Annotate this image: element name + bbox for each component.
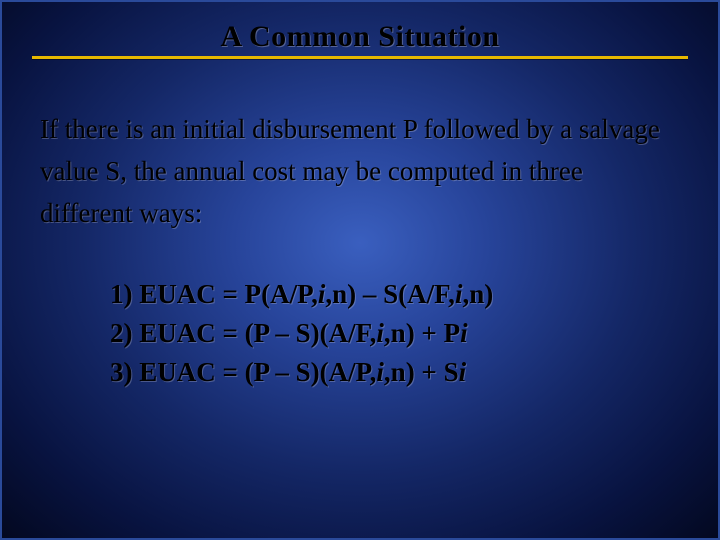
content-area: If there is an initial disbursement P fo… bbox=[32, 109, 688, 392]
formula-i: i bbox=[376, 357, 384, 387]
formula-lhs: EUAC = P(A/P, bbox=[139, 279, 318, 309]
formula-num: 3) bbox=[110, 357, 133, 387]
formula-2: 2) EUAC = (P – S)(A/F,i,n) + Pi bbox=[110, 314, 680, 353]
formula-i: i bbox=[459, 357, 467, 387]
slide-title: A Common Situation bbox=[220, 20, 499, 54]
formula-end: ,n) bbox=[462, 279, 493, 309]
formula-lhs: EUAC = (P – S)(A/P, bbox=[139, 357, 376, 387]
formula-mid: ,n) + S bbox=[384, 357, 459, 387]
formula-list: 1) EUAC = P(A/P,i,n) – S(A/F,i,n) 2) EUA… bbox=[40, 275, 680, 392]
formula-1: 1) EUAC = P(A/P,i,n) – S(A/F,i,n) bbox=[110, 275, 680, 314]
title-underline bbox=[32, 56, 688, 59]
title-area: A Common Situation bbox=[32, 20, 688, 59]
intro-text: If there is an initial disbursement P fo… bbox=[40, 109, 680, 235]
formula-3: 3) EUAC = (P – S)(A/P,i,n) + Si bbox=[110, 353, 680, 392]
formula-num: 1) bbox=[110, 279, 133, 309]
formula-i: i bbox=[460, 318, 468, 348]
formula-i: i bbox=[376, 318, 384, 348]
slide: A Common Situation If there is an initia… bbox=[0, 0, 720, 540]
formula-mid: ,n) – S(A/F, bbox=[325, 279, 455, 309]
formula-mid: ,n) + P bbox=[384, 318, 460, 348]
formula-num: 2) bbox=[110, 318, 133, 348]
formula-lhs: EUAC = (P – S)(A/F, bbox=[139, 318, 376, 348]
